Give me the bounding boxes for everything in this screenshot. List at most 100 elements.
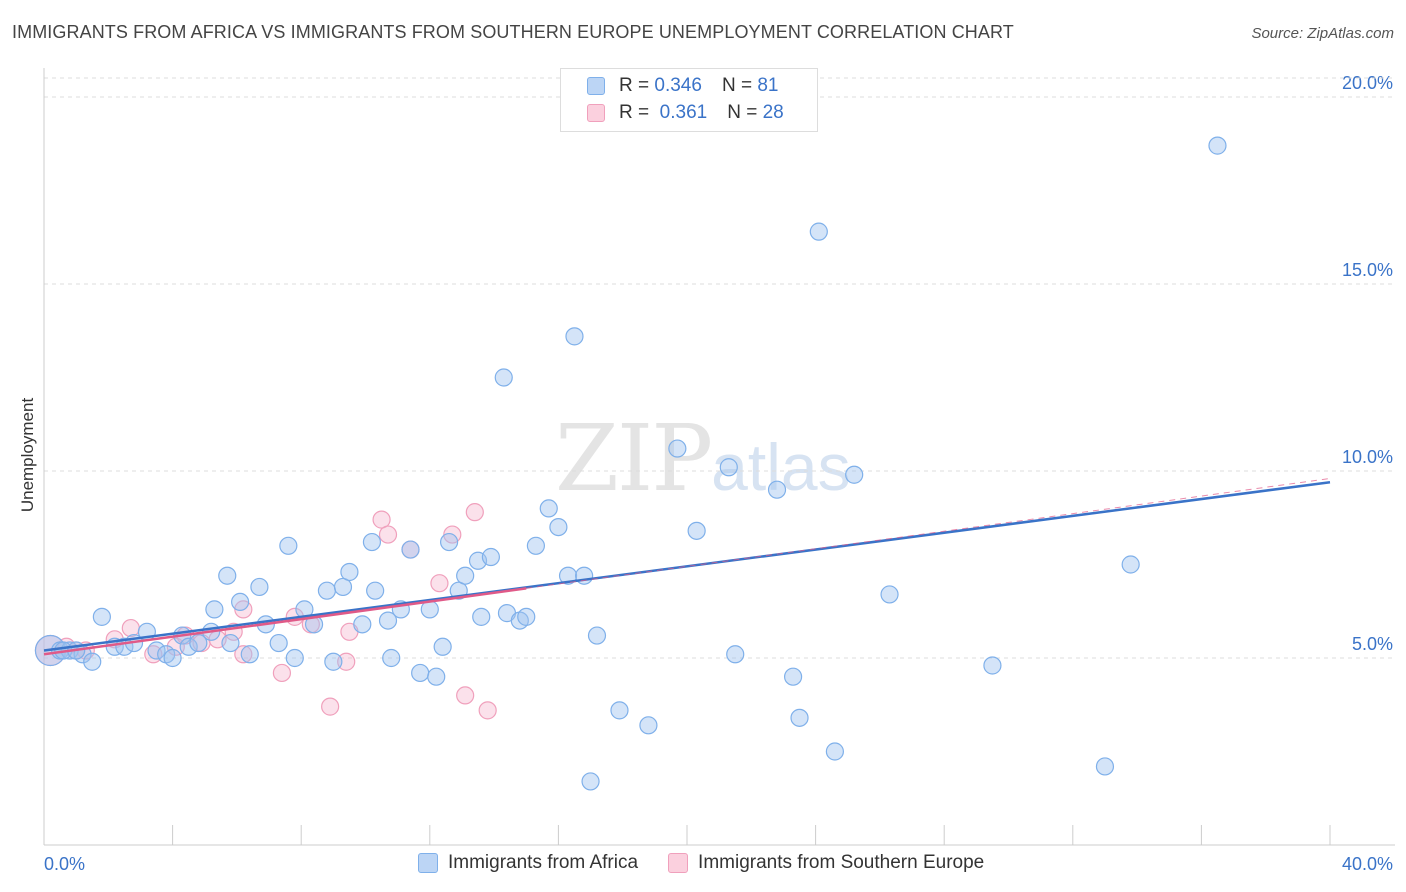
africa-swatch — [587, 77, 605, 95]
africa-point — [1208, 136, 1227, 155]
africa-point — [456, 566, 475, 585]
y-tick-label: 15.0% — [1342, 260, 1393, 280]
africa-point — [218, 566, 237, 585]
africa-point — [240, 645, 259, 664]
southern-europe-point — [372, 510, 391, 529]
source-label: Source: ZipAtlas.com — [1251, 25, 1394, 42]
legend-item-africa: Immigrants from Africa — [418, 852, 638, 874]
africa-legend-swatch — [418, 853, 438, 873]
africa-point — [163, 648, 182, 668]
africa-point — [639, 716, 658, 735]
africa-point — [1095, 757, 1115, 776]
africa-point — [581, 772, 600, 791]
africa-point — [472, 607, 491, 626]
africa-point — [324, 652, 343, 671]
africa-point — [783, 667, 803, 686]
africa-point — [179, 637, 198, 656]
southern-europe-point — [321, 697, 340, 716]
n-value: 28 — [762, 102, 784, 123]
africa-point — [269, 633, 288, 653]
africa-point — [382, 648, 401, 668]
y-tick-label: 10.0% — [1342, 447, 1393, 467]
africa-point — [494, 368, 513, 387]
southern-europe-trend-extension — [526, 477, 1331, 589]
r-value: 0.361 — [659, 102, 708, 123]
africa-point — [845, 465, 864, 484]
southern-europe-point — [272, 663, 292, 683]
africa-point — [539, 499, 558, 518]
africa-point — [668, 439, 687, 458]
africa-point — [362, 532, 382, 552]
southern-europe-point — [121, 618, 140, 638]
africa-point — [719, 458, 738, 477]
legend-label-africa: Immigrants from Africa — [448, 852, 639, 873]
chart-title: IMMIGRANTS FROM AFRICA VS IMMIGRANTS FRO… — [12, 22, 1014, 42]
africa-point — [221, 633, 240, 653]
africa-point — [767, 480, 787, 499]
africa-point — [333, 577, 353, 597]
southern-europe-point — [430, 574, 449, 593]
africa-point — [880, 585, 899, 604]
southern-europe-point — [478, 701, 497, 720]
africa-point — [340, 562, 359, 582]
x-tick-label: 0.0% — [44, 854, 85, 874]
southern-europe-point — [378, 525, 398, 544]
africa-point — [279, 536, 298, 555]
africa-point — [92, 607, 111, 626]
n-label: N = — [721, 75, 753, 96]
africa-point — [439, 532, 459, 552]
africa-point — [809, 222, 828, 241]
africa-point — [378, 611, 398, 630]
africa-point — [427, 667, 446, 686]
southern-europe-point — [337, 652, 356, 671]
x-tick-label: 40.0% — [1342, 854, 1393, 874]
africa-point — [205, 600, 224, 619]
series-legend: Immigrants from Africa Immigrants from S… — [418, 852, 1014, 874]
africa-point — [790, 708, 809, 727]
y-axis-label: Unemployment — [18, 397, 37, 513]
n-value: 81 — [757, 75, 779, 96]
africa-point — [726, 645, 745, 664]
africa-trend-line — [43, 480, 1331, 652]
r-value: 0.346 — [654, 75, 702, 96]
watermark-zip: ZIP — [555, 405, 713, 512]
africa-point — [411, 663, 430, 683]
africa-point — [687, 521, 706, 540]
africa-point — [983, 656, 1002, 675]
africa-point — [433, 637, 452, 656]
africa-point — [250, 577, 269, 597]
correlation-legend: R = 0.346 N = 81 R = 0.361 N = 28 — [560, 68, 818, 132]
africa-point — [401, 540, 420, 559]
southern-europe-trend-line — [43, 587, 527, 656]
southern-europe-point — [234, 645, 253, 664]
africa-point — [610, 701, 629, 720]
africa-point — [481, 547, 500, 567]
southern-europe-swatch — [587, 104, 605, 122]
r-label: R = — [619, 75, 650, 96]
africa-point — [526, 536, 545, 555]
africa-point — [1121, 555, 1140, 574]
africa-point — [587, 626, 607, 645]
n-label: N = — [727, 102, 758, 123]
africa-point — [825, 742, 844, 761]
africa-point — [147, 641, 166, 660]
africa-point — [558, 566, 578, 585]
southern-europe-point — [465, 503, 484, 522]
africa-point — [83, 652, 102, 671]
legend-row-africa: R = 0.346 N = 81 — [587, 73, 778, 99]
r-label: R = — [619, 102, 650, 123]
legend-row-southern-europe: R = 0.361 N = 28 — [587, 100, 784, 126]
africa-point — [231, 592, 250, 612]
africa-point — [517, 607, 536, 626]
africa-point — [366, 581, 385, 600]
africa-point — [565, 327, 584, 346]
africa-point — [317, 581, 337, 600]
africa-point — [549, 517, 568, 537]
legend-item-southern-europe: Immigrants from Southern Europe — [668, 852, 984, 874]
watermark: ZIPatlas — [555, 405, 851, 512]
legend-label-southern-europe: Immigrants from Southern Europe — [698, 852, 985, 873]
watermark-atlas: atlas — [711, 430, 851, 504]
africa-point — [189, 633, 208, 653]
southern-europe-point — [456, 686, 475, 705]
